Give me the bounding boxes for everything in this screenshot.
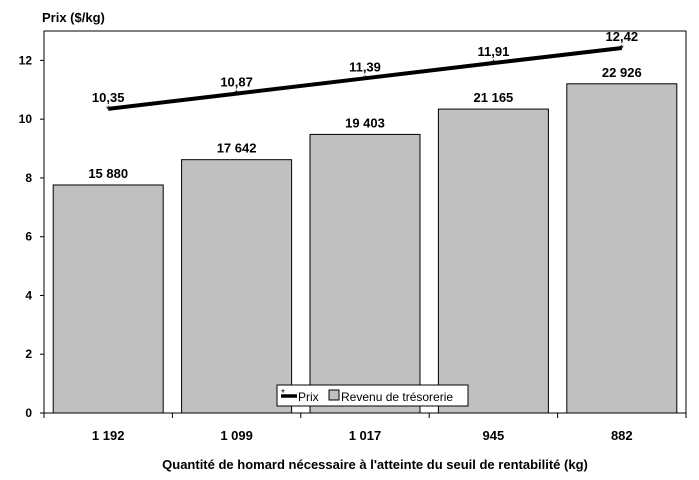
legend-prix-marker: * — [281, 388, 285, 399]
bar-data-labels: 15 880 17 642 19 403 21 165 22 926 — [88, 65, 641, 181]
x-tick-label: 1 017 — [349, 428, 382, 443]
x-axis-label: Quantité de homard nécessaire à l'attein… — [162, 457, 588, 472]
y-axis-label: Prix ($/kg) — [42, 10, 105, 25]
x-tick-label: 1 099 — [220, 428, 253, 443]
price-point-marker: * — [234, 89, 239, 101]
y-tick-label: 2 — [25, 347, 32, 361]
x-tick-label: 1 192 — [92, 428, 125, 443]
x-axis: 1 192 1 099 1 017 945 882 — [43, 413, 687, 443]
price-point-marker: * — [106, 104, 111, 116]
y-tick-label: 12 — [19, 53, 33, 67]
x-tick-label: 945 — [483, 428, 505, 443]
bar — [309, 133, 421, 414]
bar-data-label: 15 880 — [88, 166, 128, 181]
price-data-label: 12,42 — [606, 29, 639, 44]
price-line — [107, 46, 623, 111]
bar-data-label: 21 165 — [474, 90, 514, 105]
y-tick-label: 10 — [19, 112, 33, 126]
price-data-label: 10,87 — [220, 75, 253, 90]
price-point-marker: * — [491, 58, 496, 70]
y-tick-label: 8 — [25, 171, 32, 185]
y-tick-label: 6 — [25, 230, 32, 244]
bar-data-label: 22 926 — [602, 65, 642, 80]
y-tick-label: 0 — [25, 406, 32, 420]
price-data-label: 11,91 — [477, 44, 509, 59]
y-axis: 0 2 4 6 8 10 12 — [19, 53, 44, 420]
bar-data-label: 19 403 — [345, 115, 385, 130]
legend: * Prix Revenu de trésorerie — [276, 384, 469, 407]
price-data-label: 10,35 — [92, 90, 125, 105]
bar — [566, 83, 678, 414]
legend-revenu-swatch — [328, 389, 340, 401]
price-point-marker: * — [363, 73, 368, 85]
bar-data-label: 17 642 — [217, 141, 257, 156]
price-point-marker: * — [620, 43, 625, 55]
legend-box — [276, 384, 469, 407]
bar — [437, 108, 549, 414]
price-line-series: *10,35 *10,87 *11,39 *11,91 *12,42 — [92, 29, 638, 116]
price-data-label: 11,39 — [349, 59, 381, 74]
legend-prix-label: Prix — [298, 390, 319, 404]
bar — [52, 184, 164, 414]
legend-revenu-label: Revenu de trésorerie — [341, 390, 453, 404]
y-tick-label: 4 — [25, 288, 32, 302]
bar-series — [52, 83, 678, 414]
x-tick-label: 882 — [611, 428, 633, 443]
bar — [181, 159, 293, 414]
